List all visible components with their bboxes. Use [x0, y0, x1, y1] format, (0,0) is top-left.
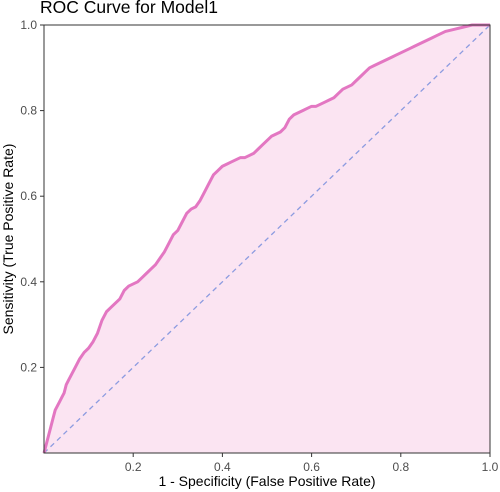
x-axis-ticks: 0.2 0.4 0.6 0.8 1.0 [125, 453, 499, 474]
x-tick-label: 0.4 [214, 460, 231, 474]
y-axis-title: Sensitivity (True Positive Rate) [0, 144, 16, 335]
x-tick-label: 1.0 [482, 460, 499, 474]
x-tick-label: 0.8 [392, 460, 409, 474]
roc-curve-line [42, 23, 490, 454]
y-tick-label: 0.4 [20, 275, 37, 289]
x-tick-label: 0.2 [125, 460, 142, 474]
y-axis-ticks: 0.2 0.4 0.6 0.8 1.0 [20, 18, 44, 374]
y-tick-label: 0.6 [20, 189, 37, 203]
x-axis-title: 1 - Specificity (False Positive Rate) [158, 473, 375, 489]
y-tick-label: 0.2 [20, 360, 37, 374]
plot-panel-border [43, 24, 491, 454]
y-tick-label: 1.0 [20, 18, 37, 32]
chart-title: ROC Curve for Model1 [40, 0, 218, 17]
chance-diagonal-line [43, 24, 491, 454]
x-tick-label: 0.6 [303, 460, 320, 474]
y-tick-label: 0.8 [20, 104, 37, 118]
